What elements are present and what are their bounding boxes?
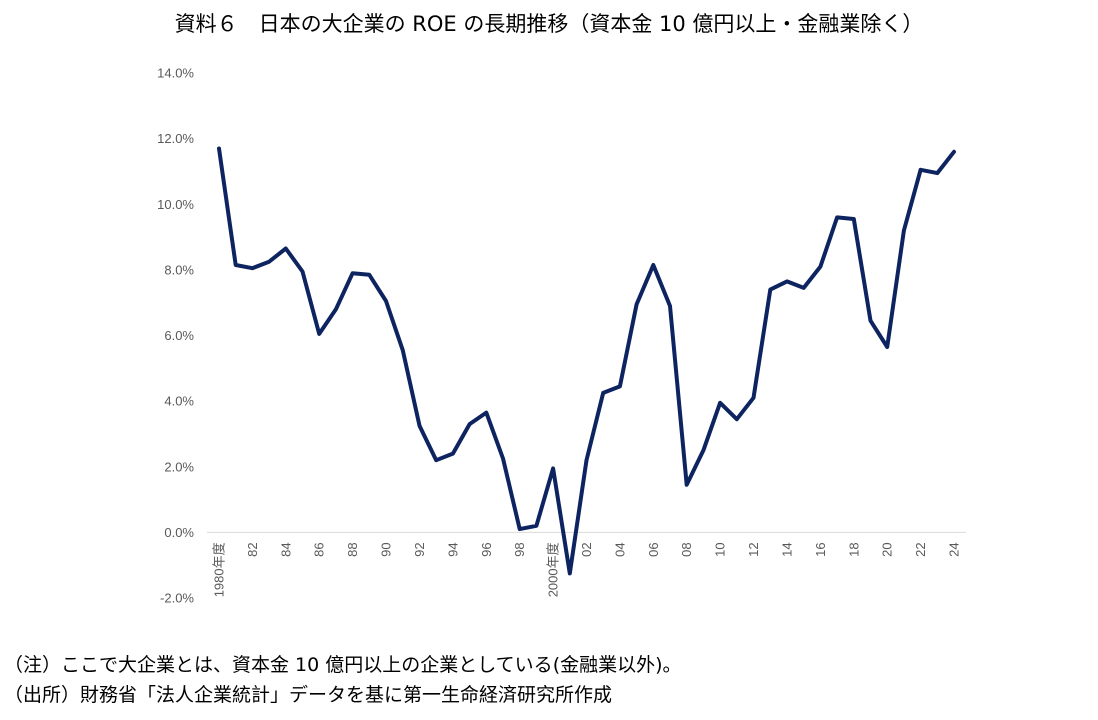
footnote-note: （注）ここで大企業とは、資本金 10 億円以上の企業としている(金融業以外)。 (4, 654, 682, 676)
x-tick-label: 12 (746, 542, 761, 556)
x-tick-label: 92 (412, 542, 427, 556)
x-axis: 1980年度 82 84 86 88 90 92 94 96 98 2000年度 02 04 06 08 10… (207, 531, 966, 597)
x-tick-label: 22 (913, 542, 928, 556)
y-tick-label: -2.0% (160, 591, 194, 606)
series-group (217, 146, 956, 576)
chart-title: 資料６ 日本の大企業の ROE の長期推移（資本金 10 億円以上・金融業除く） (174, 12, 924, 36)
x-tick-label: 84 (278, 542, 293, 556)
footnote-source: （出所）財務省「法人企業統計」データを基に第一生命経済研究所作成 (4, 684, 613, 706)
y-tick-label: 2.0% (164, 459, 194, 474)
x-tick-label: 82 (245, 542, 260, 556)
x-tick-label: 96 (479, 542, 494, 556)
x-tick-label: 20 (880, 542, 895, 556)
x-tick-label: 02 (579, 542, 594, 556)
y-tick-label: 10.0% (157, 197, 194, 212)
x-tick-label: 86 (312, 542, 327, 556)
y-tick-label: 0.0% (164, 525, 194, 540)
y-tick-label: 4.0% (164, 394, 194, 409)
series-line (217, 146, 956, 576)
line-chart: -2.0% 0.0% 2.0% 4.0% 6.0% 8.0% 10.0% 12.0% 14.0%… (157, 66, 966, 606)
x-tick-label: 06 (646, 542, 661, 556)
x-tick-label: 10 (713, 542, 728, 556)
x-tick-label: 94 (445, 542, 460, 556)
x-tick-label: 88 (345, 542, 360, 556)
y-tick-label: 8.0% (164, 262, 194, 277)
x-tick-label: 2000年度 (546, 542, 561, 597)
x-tick-label: 18 (846, 542, 861, 556)
x-tick-label: 04 (612, 542, 627, 556)
x-tick-label: 16 (813, 542, 828, 556)
x-tick-label: 14 (779, 542, 794, 556)
x-tick-label: 1980年度 (212, 542, 227, 597)
footnotes: （注）ここで大企業とは、資本金 10 億円以上の企業としている(金融業以外)。 … (4, 650, 682, 710)
x-tick-label: 08 (679, 542, 694, 556)
x-tick-label: 24 (947, 542, 962, 556)
x-tick-label: 98 (512, 542, 527, 556)
y-tick-label: 6.0% (164, 328, 194, 343)
y-axis: -2.0% 0.0% 2.0% 4.0% 6.0% 8.0% 10.0% 12.0% 14.0% (157, 66, 194, 606)
y-tick-label: 14.0% (157, 66, 194, 81)
x-tick-label: 90 (379, 542, 394, 556)
y-tick-label: 12.0% (157, 131, 194, 146)
